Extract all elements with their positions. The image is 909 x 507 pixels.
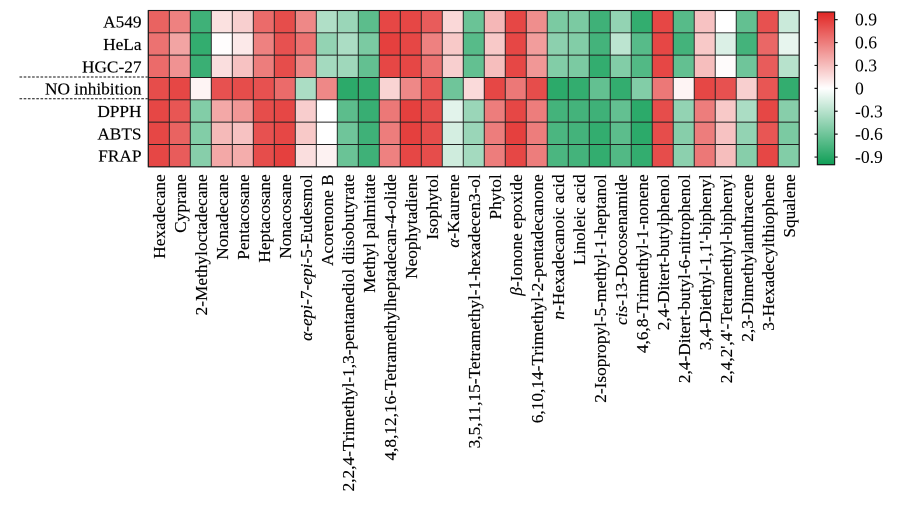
svg-text:0.9: 0.9	[855, 10, 877, 30]
svg-text:Hexadecane: Hexadecane	[150, 174, 169, 259]
svg-text:3,4-Diethyl-1,1'-biphenyl: 3,4-Diethyl-1,1'-biphenyl	[696, 174, 715, 350]
svg-text:Pentacosane: Pentacosane	[234, 174, 253, 260]
svg-text:FRAP: FRAP	[98, 147, 141, 166]
svg-text:n-Hexadecanoic acid: n-Hexadecanoic acid	[549, 174, 568, 320]
svg-text:0.6: 0.6	[855, 33, 877, 53]
svg-text:A549: A549	[103, 13, 141, 32]
svg-text:2,4-Ditert-butyl-6-nitrophenol: 2,4-Ditert-butyl-6-nitrophenol	[675, 174, 694, 383]
svg-text:0.3: 0.3	[855, 56, 877, 76]
svg-text:3,5,11,15-Tetramethyl-1-hexade: 3,5,11,15-Tetramethyl-1-hexadecen3-ol	[465, 174, 484, 448]
svg-text:α-Kaurene: α-Kaurene	[444, 174, 463, 248]
svg-text:Acorenone B: Acorenone B	[318, 174, 337, 266]
svg-text:Nonacosane: Nonacosane	[276, 174, 295, 259]
svg-text:4,8,12,16-Tetramethylheptadeca: 4,8,12,16-Tetramethylheptadecan-4-olide	[381, 174, 400, 461]
svg-text:2,4,2',4'-Tetramethyl-biphenyl: 2,4,2',4'-Tetramethyl-biphenyl	[717, 174, 736, 383]
svg-text:2,3-Dimethylanthracene: 2,3-Dimethylanthracene	[738, 174, 757, 342]
svg-text:0: 0	[855, 78, 864, 98]
svg-text:Methyl palmitate: Methyl palmitate	[360, 174, 379, 293]
svg-text:NO inhibition: NO inhibition	[45, 80, 142, 99]
svg-text:ABTS: ABTS	[97, 124, 141, 143]
svg-text:cis-13-Docosenamide: cis-13-Docosenamide	[612, 174, 631, 325]
svg-text:HGC-27: HGC-27	[82, 57, 142, 76]
svg-text:DPPH: DPPH	[97, 102, 141, 121]
svg-text:Isophytol: Isophytol	[423, 174, 442, 239]
svg-text:α-epi-7-epi-5-Eudesmol: α-epi-7-epi-5-Eudesmol	[297, 174, 316, 341]
svg-text:2,2,4-Trimethyl-1,3-pentanedio: 2,2,4-Trimethyl-1,3-pentanediol diisobut…	[339, 174, 358, 491]
svg-text:Phytol: Phytol	[486, 174, 505, 219]
svg-text:HeLa: HeLa	[103, 35, 142, 54]
svg-text:Heptacosane: Heptacosane	[255, 174, 274, 263]
svg-text:Cyprane: Cyprane	[171, 174, 190, 233]
svg-text:2-Methyloctadecane: 2-Methyloctadecane	[192, 174, 211, 315]
svg-text:2-Isopropyl-5-methyl-1-heptano: 2-Isopropyl-5-methyl-1-heptanol	[591, 174, 610, 403]
svg-text:-0.3: -0.3	[855, 101, 883, 121]
svg-text:6,10,14-Trimethyl-2-pentadecan: 6,10,14-Trimethyl-2-pentadecanone	[528, 174, 547, 423]
svg-text:β-Ionone epoxide: β-Ionone epoxide	[507, 174, 526, 297]
svg-text:-0.9: -0.9	[855, 147, 883, 167]
svg-text:Linoleic acid: Linoleic acid	[570, 174, 589, 265]
svg-text:Nonadecane: Nonadecane	[213, 174, 232, 260]
svg-text:4,6,8-Trimethyl-1-nonene: 4,6,8-Trimethyl-1-nonene	[633, 174, 652, 353]
svg-text:Neophytadiene: Neophytadiene	[402, 174, 421, 279]
svg-text:Squalene: Squalene	[780, 174, 799, 238]
svg-text:-0.6: -0.6	[855, 124, 883, 144]
svg-text:2,4-Ditert-butylphenol: 2,4-Ditert-butylphenol	[654, 174, 673, 330]
svg-text:3-Hexadecylthiophene: 3-Hexadecylthiophene	[759, 174, 778, 331]
